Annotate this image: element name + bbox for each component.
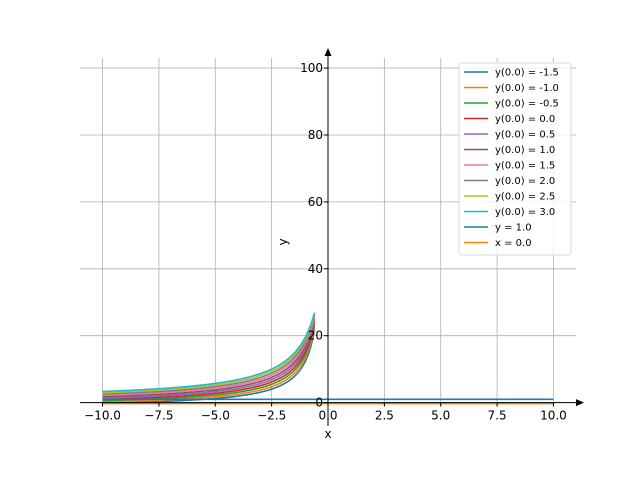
- series-line-1: [102, 327, 316, 403]
- x-tick-label-8: 10.0: [540, 409, 567, 423]
- series-line-7: [102, 315, 316, 395]
- series-line-8: [102, 313, 316, 394]
- y-tick-label-2: 40: [308, 262, 323, 276]
- legend-entry-0: y(0.0) = -1.5: [495, 68, 559, 79]
- y-tick-label-4: 80: [308, 128, 323, 142]
- y-axis-label: y: [276, 238, 290, 245]
- x-tick-label-3: −2.5: [257, 409, 286, 423]
- axes: [80, 48, 584, 426]
- legend: y(0.0) = -1.5 y(0.0) = -1.0 y(0.0) = -0.5 y…: [458, 62, 572, 256]
- x-axis-label: x: [324, 427, 331, 441]
- y-tick-label-3: 60: [308, 195, 323, 209]
- legend-entry-6: y(0.0) = 1.5: [495, 161, 555, 172]
- y-tick-label-0: 0: [315, 396, 323, 410]
- x-tick-label-7: 7.5: [488, 409, 507, 423]
- x-tick-label-1: −7.5: [144, 409, 173, 423]
- tick-labels: −10.0 −7.5 −5.0 −2.5 0.0 2.5 5.0 7.5 10.0 0 20 40 60…: [84, 61, 567, 423]
- legend-frame: [458, 62, 572, 256]
- x-tick-label-2: −5.0: [201, 409, 230, 423]
- legend-entry-8: y(0.0) = 2.5: [495, 192, 555, 203]
- x-tick-label-6: 5.0: [431, 409, 450, 423]
- legend-entry-2: y(0.0) = -0.5: [495, 99, 559, 110]
- legend-entry-4: y(0.0) = 0.5: [495, 130, 555, 141]
- x-axis-arrow: [576, 399, 584, 407]
- legend-entry-7: y(0.0) = 2.0: [495, 176, 555, 187]
- x-tick-label-4: 0.0: [318, 409, 337, 423]
- series-line-3: [102, 322, 316, 400]
- y-axis-arrow: [324, 48, 332, 56]
- x-tick-label-0: −10.0: [84, 409, 121, 423]
- legend-entry-9: y(0.0) = 3.0: [495, 207, 555, 218]
- series-line-5: [102, 318, 316, 398]
- legend-entry-10: y = 1.0: [495, 223, 532, 234]
- legend-entry-3: y(0.0) = 0.0: [495, 114, 555, 125]
- series-line-9: [102, 312, 316, 393]
- y-tick-label-5: 100: [300, 61, 323, 75]
- legend-entry-11: x = 0.0: [495, 238, 532, 249]
- legend-entry-5: y(0.0) = 1.0: [495, 145, 555, 156]
- x-tick-label-5: 2.5: [375, 409, 394, 423]
- series-line-6: [102, 317, 316, 397]
- series-line-4: [102, 320, 316, 399]
- legend-entry-1: y(0.0) = -1.0: [495, 83, 559, 94]
- y-tick-label-1: 20: [308, 329, 323, 343]
